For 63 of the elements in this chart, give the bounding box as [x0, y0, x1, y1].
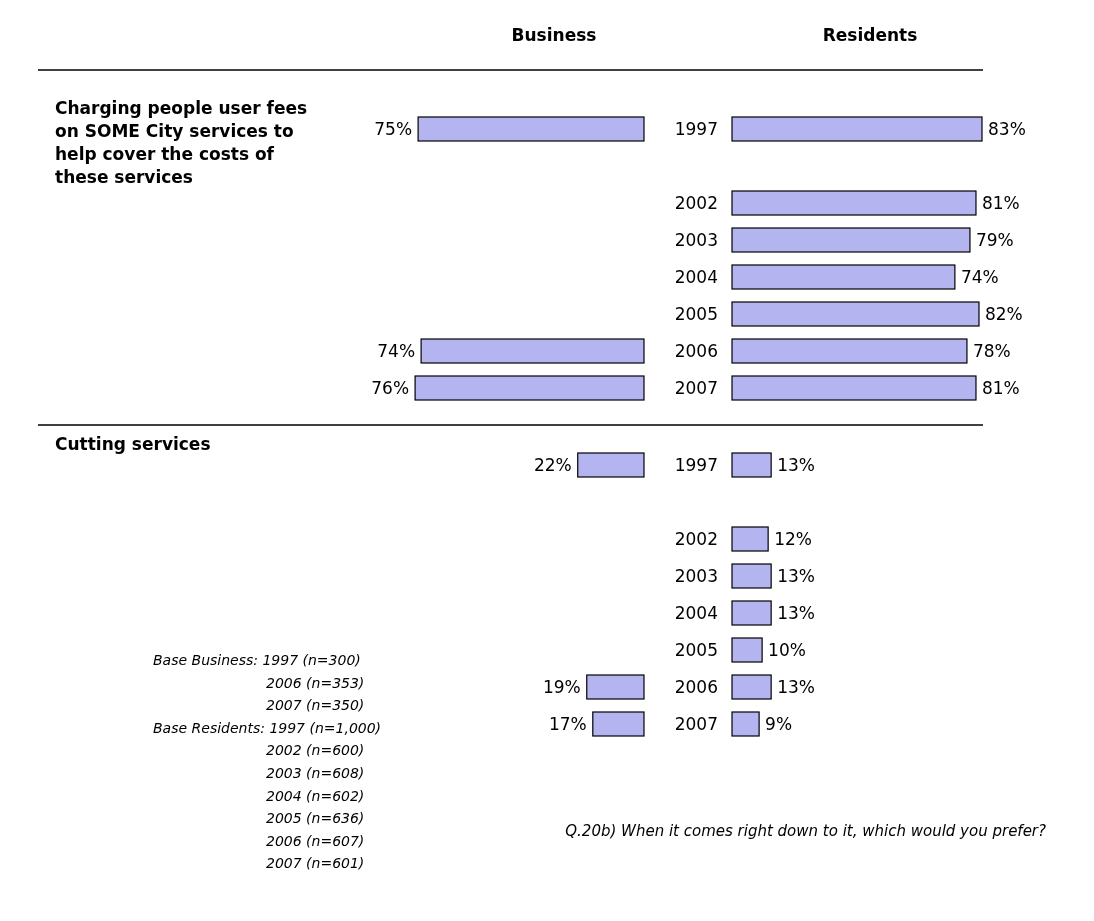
y-tick-label: 2006 [674, 676, 718, 697]
bar [731, 116, 983, 142]
text: 2007 (n=350) [266, 697, 365, 714]
y-tick-label: 2005 [674, 639, 718, 660]
y-tick-label: 2003 [674, 229, 718, 250]
data-label: 22% [533, 454, 572, 475]
data-label: 82% [984, 303, 1023, 324]
y-tick-label: 2002 [674, 192, 718, 213]
data-label: 13% [777, 602, 815, 623]
y-tick-label: 2005 [674, 303, 718, 324]
bar [731, 526, 769, 552]
text: 2006 (n=353) [266, 674, 365, 691]
data-label: 76% [371, 377, 410, 398]
data-label: 74% [377, 340, 416, 361]
text: 2002 (n=600) [266, 742, 365, 759]
bar [731, 600, 772, 626]
data-label: 13% [777, 676, 815, 697]
text: Q.20b) When it comes right down to it, which would you prefer? [565, 822, 1047, 841]
bar [731, 227, 971, 253]
data-label: 79% [975, 229, 1014, 250]
y-tick-label: 2007 [674, 713, 718, 734]
y-tick-label: 2002 [674, 528, 718, 549]
data-label: 19% [542, 676, 581, 697]
data-label: 13% [777, 565, 815, 586]
data-label: 81% [981, 192, 1020, 213]
text: 2006 (n=607) [266, 832, 365, 849]
y-tick-label: 1997 [674, 118, 718, 139]
data-label: 75% [374, 118, 413, 139]
y-tick-label: 1997 [674, 454, 718, 475]
data-label: 17% [549, 713, 587, 734]
y-axis-title: Charging people user fees on SOME City services to help cover the costs of these services [55, 97, 308, 187]
bar [731, 301, 980, 327]
data-label: 81% [981, 377, 1020, 398]
bar [731, 674, 772, 700]
text: 2003 (n=608) [266, 764, 365, 781]
data-label: 12% [774, 528, 812, 549]
bar [731, 563, 772, 589]
bar [731, 637, 763, 663]
text: Base Business: 1997 (n=300) [153, 651, 361, 668]
data-label: 74% [960, 266, 999, 287]
chart-title: Residents [822, 25, 918, 45]
chart-title: Business [511, 25, 597, 45]
bar [731, 264, 956, 290]
bar [731, 452, 772, 478]
data-label: 10% [768, 639, 806, 660]
text: 2005 (n=636) [266, 810, 365, 827]
data-label: 9% [765, 713, 793, 734]
bar [731, 375, 977, 401]
bar [731, 711, 760, 737]
y-tick-label: 2006 [674, 340, 718, 361]
text: Base Residents: 1997 (n=1,000) [153, 719, 382, 736]
y-tick-label: 2004 [674, 602, 718, 623]
y-tick-label: 2003 [674, 565, 718, 586]
data-label: 13% [777, 454, 815, 475]
data-label: 83% [988, 118, 1026, 139]
y-axis-title: Cutting services [55, 433, 211, 454]
y-tick-label: 2007 [674, 377, 718, 398]
bar [731, 338, 968, 364]
text: 2007 (n=601) [266, 855, 365, 872]
text: 2004 (n=602) [266, 787, 365, 804]
bar [731, 190, 977, 216]
y-tick-label: 2004 [674, 266, 718, 287]
data-label: 78% [972, 340, 1011, 361]
